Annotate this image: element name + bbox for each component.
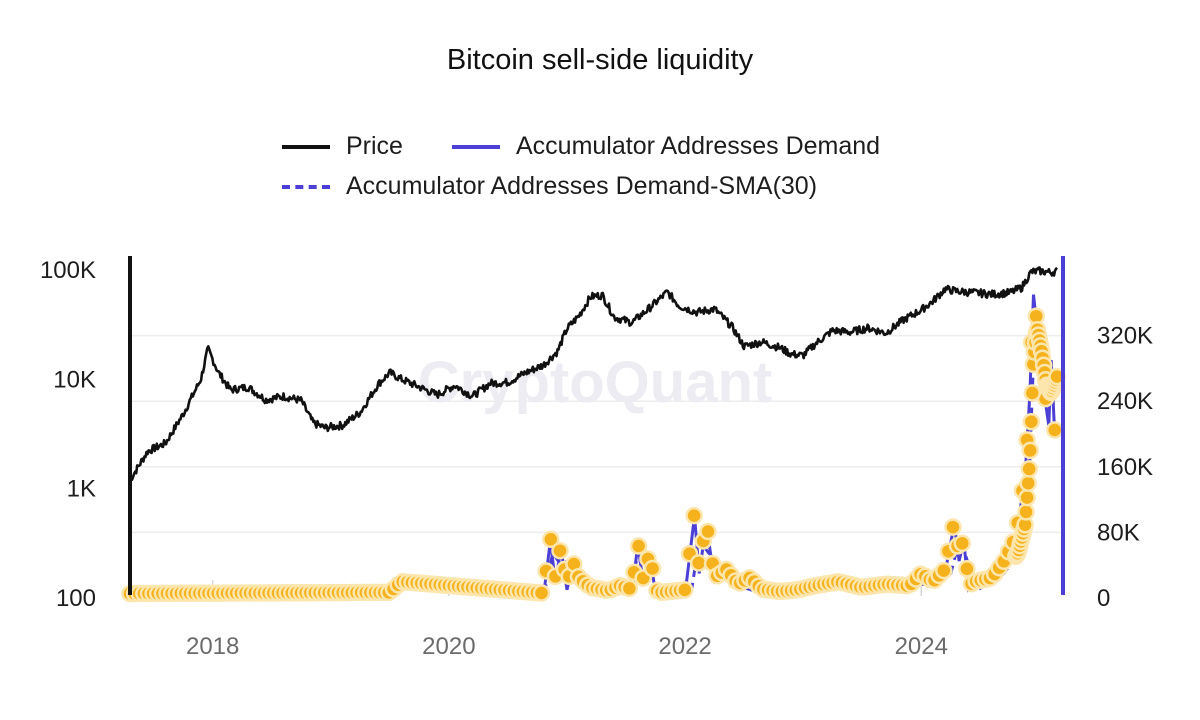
- legend-swatch-demand: [452, 144, 500, 149]
- legend-swatch-sma: [282, 184, 330, 189]
- demand-marker: [1045, 421, 1064, 439]
- left-axis-ticks: 100 1K 10K 100K: [40, 257, 96, 612]
- demand-marker: [685, 506, 703, 525]
- series-markers: [121, 307, 1066, 603]
- x-tick-label: 2022: [658, 633, 711, 660]
- demand-line: [129, 294, 1057, 600]
- legend-label-price: Price: [346, 132, 403, 160]
- demand-marker: [1021, 441, 1039, 460]
- x-axis-ticks: 2018 2020 2022 2024: [186, 633, 948, 660]
- demand-marker: [643, 559, 662, 578]
- demand-marker: [935, 561, 953, 580]
- y-right-tick-label: 0: [1097, 585, 1110, 612]
- demand-marker: [532, 584, 551, 602]
- y-left-tick-label: 10K: [53, 366, 96, 393]
- y-right-tick-label: 80K: [1097, 519, 1140, 546]
- x-tick-label: 2020: [422, 633, 475, 660]
- demand-marker: [542, 530, 560, 549]
- demand-marker: [551, 541, 569, 560]
- legend-swatch-price: [282, 144, 330, 149]
- y-right-tick-label: 240K: [1097, 388, 1153, 415]
- y-right-tick-label: 160K: [1097, 454, 1153, 481]
- y-right-tick-label: 320K: [1097, 323, 1153, 350]
- demand-marker: [620, 579, 639, 598]
- legend-label-sma: Accumulator Addresses Demand-SMA(30): [346, 172, 818, 200]
- legend-label-demand: Accumulator Addresses Demand: [516, 132, 881, 160]
- series-price: [128, 266, 1059, 481]
- legend-item-sma[interactable]: Accumulator Addresses Demand-SMA(30): [282, 172, 817, 201]
- x-tick-label: 2024: [895, 633, 948, 660]
- y-left-tick-label: 100: [56, 585, 96, 612]
- x-tick-label: 2018: [186, 633, 239, 660]
- right-axis-ticks: 0 80K 160K 240K 320K: [1097, 323, 1153, 612]
- legend-item-price[interactable]: Price: [282, 132, 403, 161]
- demand-marker: [699, 522, 717, 541]
- demand-marker: [953, 534, 972, 553]
- legend-item-demand[interactable]: Accumulator Addresses Demand: [452, 132, 880, 161]
- watermark-text: CryptoQuant: [418, 350, 772, 415]
- demand-marker: [1022, 412, 1041, 431]
- demand-marker: [1018, 488, 1036, 507]
- gridlines: [130, 334, 1063, 596]
- demand-marker: [676, 581, 694, 599]
- demand-marker: [944, 518, 962, 536]
- demand-marker: [1017, 503, 1035, 521]
- y-left-tick-label: 100K: [40, 257, 96, 284]
- chart-title: Bitcoin sell-side liquidity: [446, 44, 754, 76]
- demand-marker: [629, 537, 648, 555]
- y-left-tick-label: 1K: [67, 476, 96, 503]
- demand-marker: [1020, 460, 1038, 478]
- price-line: [128, 266, 1059, 481]
- demand-marker: [1019, 474, 1037, 492]
- demand-marker: [1023, 384, 1042, 402]
- series-demand: [129, 294, 1057, 600]
